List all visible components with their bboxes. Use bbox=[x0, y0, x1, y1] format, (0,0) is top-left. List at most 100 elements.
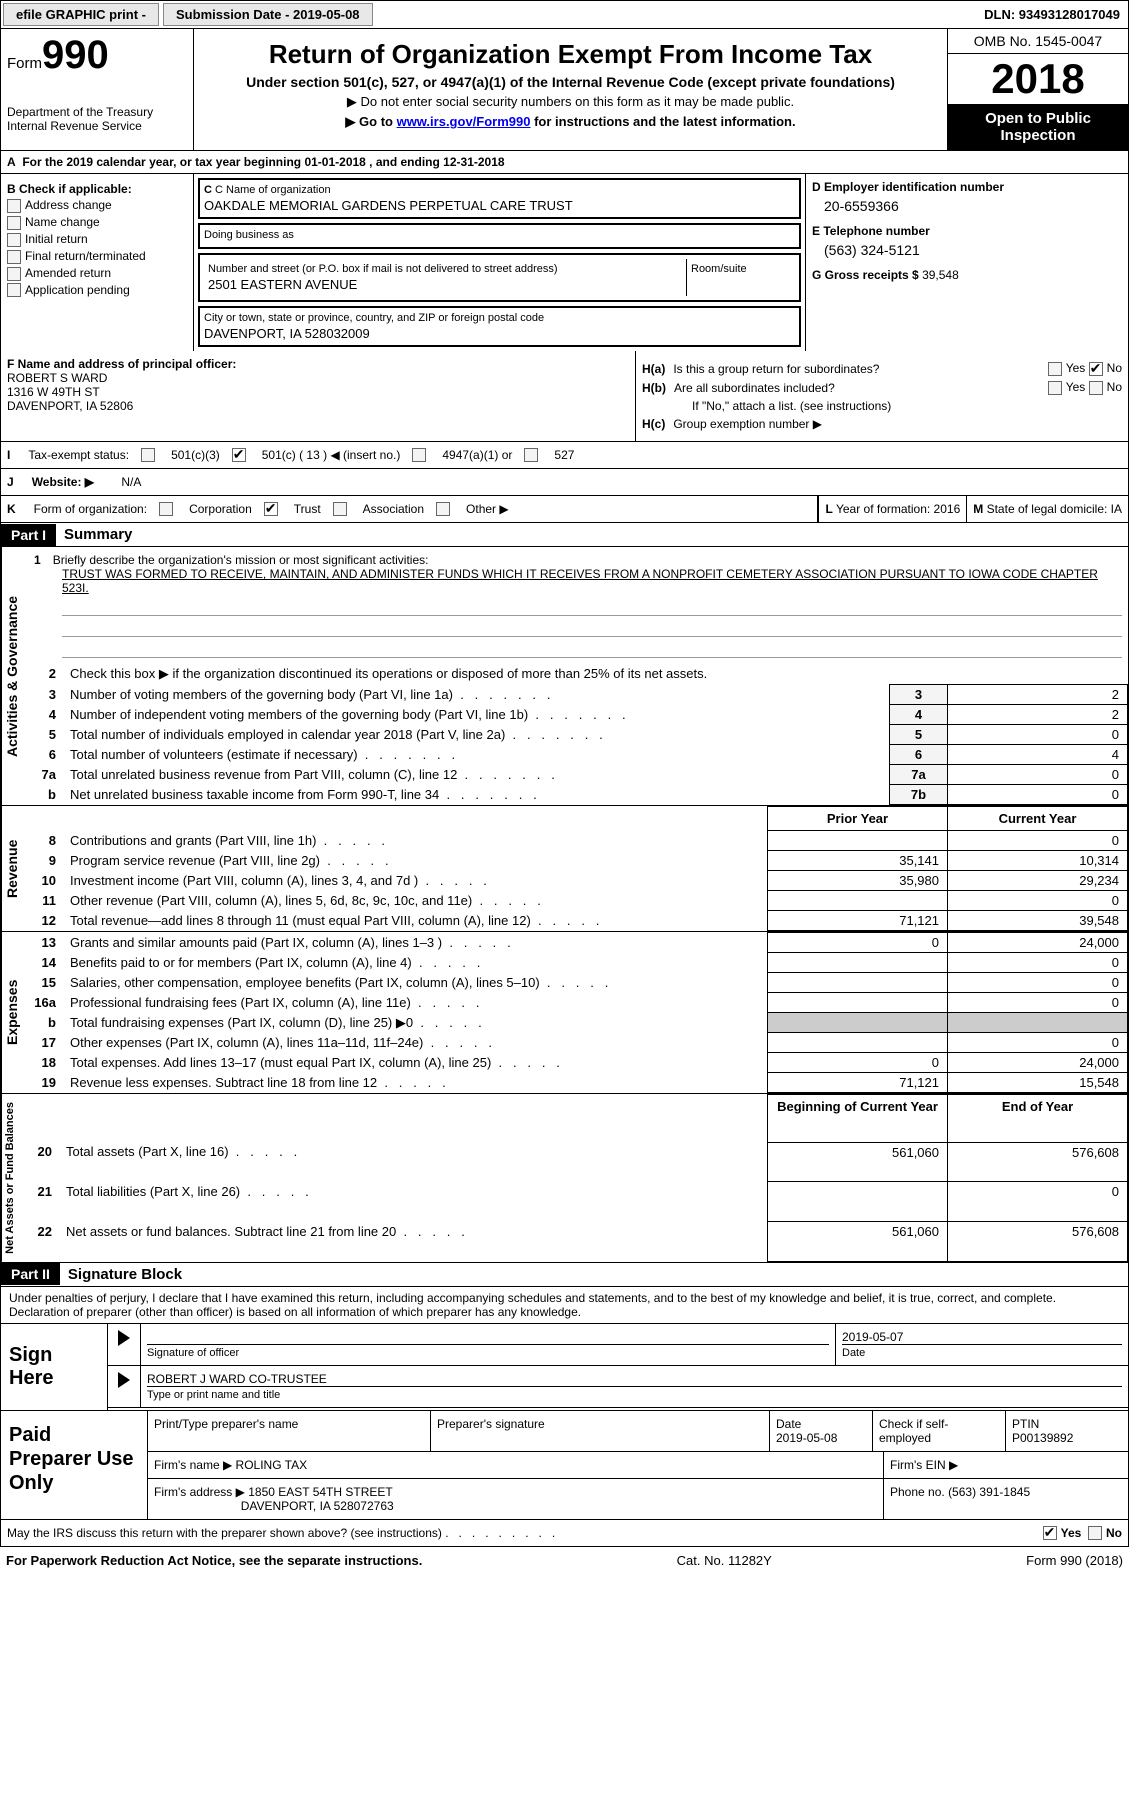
current-value: 24,000 bbox=[948, 933, 1128, 953]
ha-yes-checkbox[interactable] bbox=[1048, 362, 1062, 376]
checkbox[interactable] bbox=[7, 216, 21, 230]
current-value: 15,548 bbox=[948, 1073, 1128, 1093]
checkbox[interactable] bbox=[7, 267, 21, 281]
col-c: C C Name of organization OAKDALE MEMORIA… bbox=[193, 174, 806, 351]
line-box: 7a bbox=[890, 765, 948, 785]
governance-tab: Activities & Governance bbox=[1, 547, 22, 805]
firm-addr2: DAVENPORT, IA 528072763 bbox=[241, 1499, 394, 1513]
addr-label: Number and street (or P.O. box if mail i… bbox=[208, 263, 682, 275]
prior-year-header: Prior Year bbox=[768, 807, 948, 831]
ein-value: 20-6559366 bbox=[824, 198, 1122, 214]
cat-number: Cat. No. 11282Y bbox=[422, 1553, 1026, 1568]
prior-value bbox=[768, 973, 948, 993]
ha-no-checkbox[interactable] bbox=[1089, 362, 1103, 376]
checkbox[interactable] bbox=[7, 233, 21, 247]
part1-title: Summary bbox=[56, 523, 140, 546]
4947-checkbox[interactable] bbox=[412, 448, 426, 462]
line-num: 3 bbox=[22, 685, 64, 705]
form-title: Return of Organization Exempt From Incom… bbox=[200, 39, 941, 70]
current-value: 576,608 bbox=[948, 1222, 1128, 1262]
current-value: 0 bbox=[948, 953, 1128, 973]
prior-value: 35,980 bbox=[768, 871, 948, 891]
ha-label: H(a) bbox=[642, 362, 665, 376]
hb-note: If "No," attach a list. (see instruction… bbox=[692, 399, 1122, 413]
line-text: Total revenue—add lines 8 through 11 (mu… bbox=[64, 911, 768, 931]
check-item: Amended return bbox=[7, 266, 187, 281]
line-num: 12 bbox=[22, 911, 64, 931]
j-label: J bbox=[7, 475, 14, 489]
omb-number: OMB No. 1545-0047 bbox=[948, 29, 1128, 54]
line-value: 4 bbox=[948, 745, 1128, 765]
irs-link[interactable]: www.irs.gov/Form990 bbox=[397, 114, 531, 129]
line-text: Net assets or fund balances. Subtract li… bbox=[60, 1222, 768, 1262]
submission-date: Submission Date - 2019-05-08 bbox=[163, 3, 373, 26]
part2-title: Signature Block bbox=[60, 1263, 190, 1286]
other-label: Other ▶ bbox=[466, 502, 509, 516]
current-value: 10,314 bbox=[948, 851, 1128, 871]
line2-num: 2 bbox=[22, 664, 64, 685]
current-value: 0 bbox=[948, 1033, 1128, 1053]
tax-year: 2018 bbox=[948, 54, 1128, 104]
prior-value bbox=[768, 953, 948, 973]
line-box: 6 bbox=[890, 745, 948, 765]
corp-label: Corporation bbox=[189, 502, 252, 516]
checkbox[interactable] bbox=[7, 199, 21, 213]
line-text: Total unrelated business revenue from Pa… bbox=[64, 765, 890, 785]
501c-checkbox[interactable] bbox=[232, 448, 246, 462]
line-text: Revenue less expenses. Subtract line 18 … bbox=[64, 1073, 768, 1093]
sign-date: 2019-05-07 bbox=[842, 1330, 1122, 1344]
website-value: N/A bbox=[121, 475, 141, 489]
gross-label: G Gross receipts $ bbox=[812, 268, 922, 282]
f-label: F Name and address of principal officer: bbox=[7, 357, 236, 371]
prior-value bbox=[768, 1182, 948, 1222]
527-checkbox[interactable] bbox=[524, 448, 538, 462]
firm-name-label: Firm's name ▶ bbox=[154, 1458, 232, 1472]
tel-value: (563) 324-5121 bbox=[824, 242, 1122, 258]
checkbox[interactable] bbox=[7, 283, 21, 297]
ptin-label: PTIN bbox=[1012, 1417, 1039, 1431]
hb-yes-checkbox[interactable] bbox=[1048, 381, 1062, 395]
corp-checkbox[interactable] bbox=[159, 502, 173, 516]
page-footer: For Paperwork Reduction Act Notice, see … bbox=[0, 1547, 1129, 1574]
checkbox[interactable] bbox=[7, 250, 21, 264]
line-text: Total assets (Part X, line 16) . . . . . bbox=[60, 1142, 768, 1182]
col-h: H(a)Is this a group return for subordina… bbox=[636, 351, 1128, 441]
line-text: Number of voting members of the governin… bbox=[64, 685, 890, 705]
hb-no-checkbox[interactable] bbox=[1089, 381, 1103, 395]
may-no-label: No bbox=[1106, 1526, 1122, 1540]
phone-label: Phone no. bbox=[890, 1485, 945, 1499]
line-num: 10 bbox=[22, 871, 64, 891]
501c3-checkbox[interactable] bbox=[141, 448, 155, 462]
may-yes-checkbox[interactable] bbox=[1043, 1526, 1057, 1540]
paperwork-notice: For Paperwork Reduction Act Notice, see … bbox=[6, 1553, 422, 1568]
yes-label: Yes bbox=[1066, 361, 1086, 375]
hb-text: Are all subordinates included? bbox=[674, 381, 835, 395]
line-num: 20 bbox=[18, 1142, 60, 1182]
part2-label: Part II bbox=[1, 1263, 60, 1285]
line-num: 19 bbox=[22, 1073, 64, 1093]
efile-print-button[interactable]: efile GRAPHIC print - bbox=[3, 3, 159, 26]
line-value: 0 bbox=[948, 725, 1128, 745]
prior-value bbox=[768, 831, 948, 851]
trust-checkbox[interactable] bbox=[264, 502, 278, 516]
may-no-checkbox[interactable] bbox=[1088, 1526, 1102, 1540]
prior-value bbox=[768, 1033, 948, 1053]
line-text: Benefits paid to or for members (Part IX… bbox=[64, 953, 768, 973]
open-public-1: Open to Public bbox=[985, 110, 1091, 127]
line-value: 2 bbox=[948, 685, 1128, 705]
firm-name: ROLING TAX bbox=[236, 1458, 308, 1472]
assoc-checkbox[interactable] bbox=[333, 502, 347, 516]
header-right: OMB No. 1545-0047 2018 Open to PublicIns… bbox=[947, 29, 1128, 150]
org-name: OAKDALE MEMORIAL GARDENS PERPETUAL CARE … bbox=[204, 198, 795, 213]
ssn-note: ▶ Do not enter social security numbers o… bbox=[200, 94, 941, 110]
prep-date: 2019-05-08 bbox=[776, 1431, 837, 1445]
other-checkbox[interactable] bbox=[436, 502, 450, 516]
prior-value: 71,121 bbox=[768, 911, 948, 931]
current-value: 0 bbox=[948, 891, 1128, 911]
sign-here-label: Sign Here bbox=[1, 1324, 108, 1410]
current-value: 0 bbox=[948, 993, 1128, 1013]
may-discuss-text: May the IRS discuss this return with the… bbox=[7, 1526, 442, 1540]
mission-text: TRUST WAS FORMED TO RECEIVE, MAINTAIN, A… bbox=[62, 567, 1098, 595]
dept-treasury: Department of the Treasury bbox=[7, 105, 153, 119]
line-text: Total number of volunteers (estimate if … bbox=[64, 745, 890, 765]
